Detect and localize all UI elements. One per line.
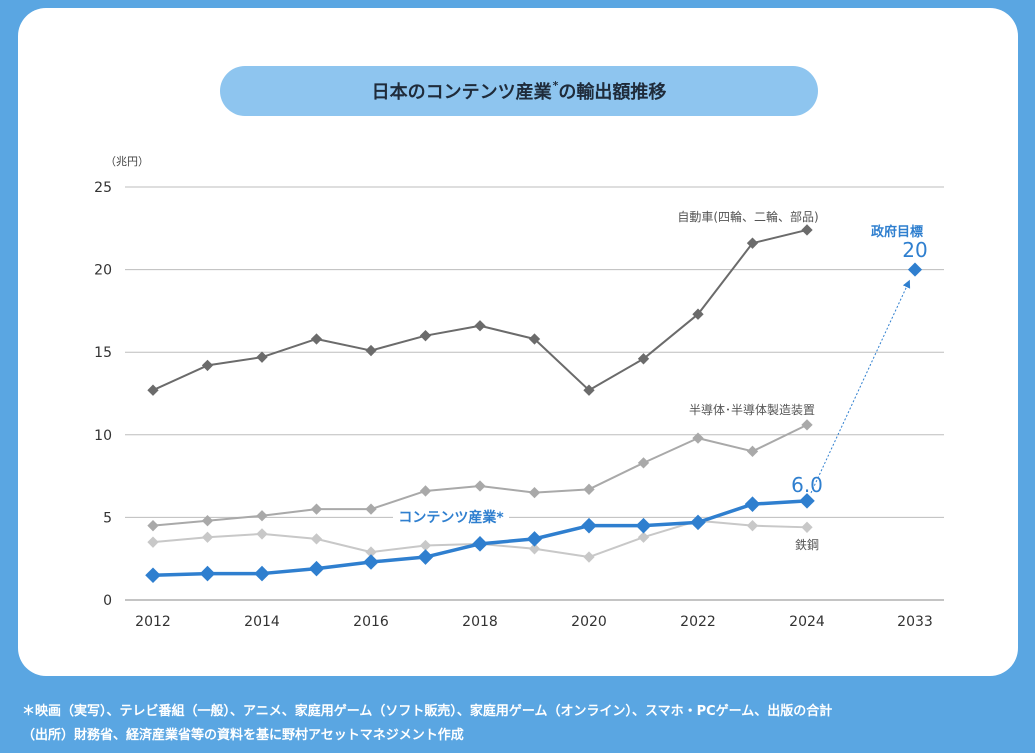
data-point-marker <box>637 353 650 365</box>
data-point-marker <box>419 539 432 552</box>
data-point-marker <box>254 565 270 582</box>
data-point-marker <box>256 351 268 363</box>
data-point-marker <box>256 510 268 522</box>
series-line <box>152 228 808 392</box>
x-tick-label: 2018 <box>462 614 498 630</box>
x-tick-label: 2022 <box>680 614 716 630</box>
data-point-marker <box>363 554 379 570</box>
data-point-marker <box>801 521 813 533</box>
data-point-marker <box>583 551 595 563</box>
data-point-marker <box>365 546 377 558</box>
target-label: 政府目標 <box>871 224 923 240</box>
data-point-marker <box>528 333 541 345</box>
x-tick-label: 2012 <box>135 614 171 630</box>
data-point-marker <box>365 344 377 357</box>
data-point-marker <box>199 565 216 582</box>
data-point-marker <box>417 549 434 565</box>
series-label-auto: 自動車(四輪、二輪、部品) <box>677 209 818 224</box>
data-point-marker <box>310 333 323 345</box>
y-tick-label: 20 <box>94 263 112 279</box>
data-point-marker <box>692 432 704 444</box>
y-tick-label: 0 <box>103 593 112 609</box>
target-value: 20 <box>902 238 927 262</box>
series-label-steel: 鉄鋼 <box>795 537 819 552</box>
chart-title: 日本のコンテンツ産業 * の輸出額推移 <box>220 66 818 116</box>
x-tick-label: 2016 <box>353 614 389 630</box>
series-label-content: コンテンツ産業* <box>398 509 504 526</box>
data-point-marker <box>472 536 488 552</box>
y-unit-label: （兆円） <box>105 155 149 168</box>
data-point-marker <box>526 531 543 547</box>
data-point-marker <box>365 503 377 515</box>
y-tick-label: 15 <box>94 345 112 361</box>
data-point-marker <box>474 320 486 332</box>
data-point-marker <box>419 330 432 342</box>
data-point-marker <box>528 486 541 499</box>
data-point-marker <box>581 517 597 534</box>
data-point-marker <box>201 531 214 543</box>
data-point-marker <box>310 503 323 515</box>
data-point-marker <box>419 485 432 497</box>
data-point-marker <box>256 528 268 540</box>
x-tick-label: 2033 <box>897 614 933 630</box>
data-point-marker <box>583 483 595 495</box>
series-label-semiconductor: 半導体･半導体製造装置 <box>689 403 815 417</box>
data-point-marker <box>690 514 706 531</box>
target-marker <box>907 262 923 277</box>
data-point-marker <box>528 543 541 555</box>
data-point-marker <box>147 536 159 548</box>
x-tick-label: 2024 <box>789 614 825 630</box>
data-point-marker <box>474 480 486 492</box>
data-point-marker <box>310 533 323 545</box>
chart-title-main: 日本のコンテンツ産業 <box>371 82 552 103</box>
title-footnote-mark: * <box>552 78 559 92</box>
data-point-marker <box>637 457 650 469</box>
data-point-marker <box>692 308 704 320</box>
data-point-marker <box>145 567 161 583</box>
y-tick-label: 5 <box>103 510 112 526</box>
target-arrow <box>810 279 911 494</box>
data-point-marker <box>583 384 595 396</box>
x-tick-label: 2020 <box>571 614 607 630</box>
x-tick-label: 2014 <box>244 614 280 630</box>
data-point-marker <box>746 520 759 532</box>
data-point-marker <box>201 515 214 527</box>
data-point-marker <box>308 560 325 577</box>
data-point-marker <box>201 359 214 372</box>
footnote-source: （出所）財務省、経済産業省等の資料を基に野村アセットマネジメント作成 <box>22 728 464 743</box>
data-point-marker <box>637 531 650 543</box>
chart-card <box>18 8 1018 676</box>
data-point-marker <box>635 517 652 534</box>
footnote-definition: ＊映画（実写）、テレビ番組（一般）、アニメ、家庭用ゲーム（ソフト販売）、家庭用ゲ… <box>22 704 833 719</box>
y-tick-label: 25 <box>94 180 112 196</box>
content-latest-value: 6.0 <box>791 473 823 497</box>
chart-title-tail: の輸出額推移 <box>558 82 667 103</box>
data-point-marker <box>746 237 759 249</box>
data-point-marker <box>746 445 759 457</box>
series-label-bg <box>393 505 509 527</box>
y-tick-label: 10 <box>94 428 112 444</box>
data-point-marker <box>744 496 761 512</box>
footnotes: ＊映画（実写）、テレビ番組（一般）、アニメ、家庭用ゲーム（ソフト販売）、家庭用ゲ… <box>22 700 1022 748</box>
data-point-marker <box>801 224 813 236</box>
data-point-marker <box>147 384 159 396</box>
data-point-marker <box>801 419 813 431</box>
data-point-marker <box>147 520 159 532</box>
